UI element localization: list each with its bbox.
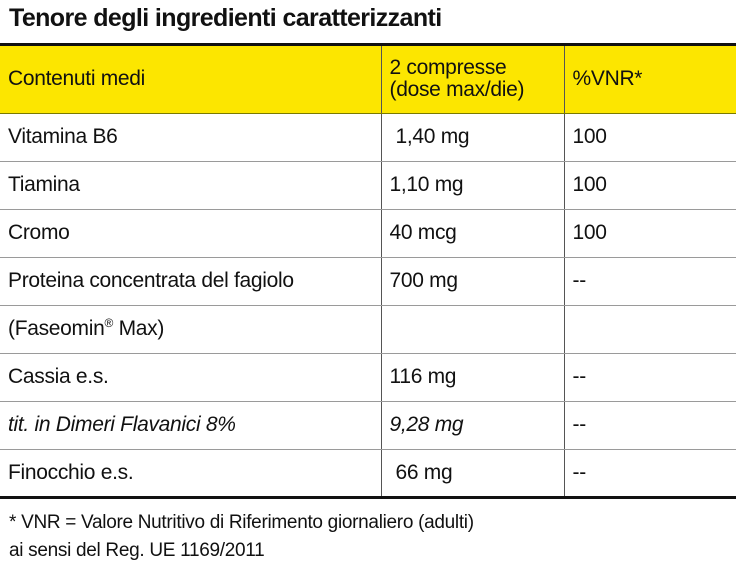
footnote-line2: ai sensi del Reg. UE 1169/2011 bbox=[9, 540, 265, 561]
row-vnr: -- bbox=[563, 353, 736, 402]
table-row: Cromo 40 mcg 100 bbox=[0, 209, 736, 258]
row-name: Vitamina B6 bbox=[0, 113, 381, 162]
table-header-row: Contenuti medi 2 compresse (dose max/die… bbox=[0, 46, 736, 114]
table-title: Tenore degli ingredienti caratterizzanti bbox=[9, 4, 442, 32]
table-row: Finocchio e.s. 66 mg -- bbox=[0, 449, 736, 499]
row-amount: 700 mg bbox=[380, 257, 564, 306]
top-rule bbox=[0, 43, 736, 46]
row-name: Finocchio e.s. bbox=[0, 449, 381, 499]
row-name-prefix: (Faseomin bbox=[8, 317, 105, 340]
row-name: tit. in Dimeri Flavanici 8% bbox=[0, 401, 381, 450]
row-name-suffix: Max) bbox=[113, 317, 165, 340]
header-contents: Contenuti medi bbox=[0, 46, 381, 114]
row-name: Proteina concentrata del fagiolo bbox=[0, 257, 381, 306]
ingredients-table: Contenuti medi 2 compresse (dose max/die… bbox=[0, 46, 736, 499]
row-vnr: 100 bbox=[563, 209, 736, 258]
row-amount: 9,28 mg bbox=[380, 401, 564, 450]
header-dose-line1: 2 compresse bbox=[389, 56, 507, 80]
table-row: (Faseomin® Max) bbox=[0, 305, 736, 354]
row-name: (Faseomin® Max) bbox=[0, 305, 381, 354]
header-dose-line2: (dose max/die) bbox=[389, 78, 525, 102]
table-row: Proteina concentrata del fagiolo 700 mg … bbox=[0, 257, 736, 306]
table-row: Tiamina 1,10 mg 100 bbox=[0, 161, 736, 210]
row-amount: 40 mcg bbox=[380, 209, 564, 258]
row-amount: 1,40 mg bbox=[380, 113, 564, 162]
header-vnr: %VNR* bbox=[563, 46, 736, 114]
row-vnr: -- bbox=[563, 257, 736, 306]
footnote: * VNR = Valore Nutritivo di Riferimento … bbox=[9, 509, 474, 565]
table-row: tit. in Dimeri Flavanici 8% 9,28 mg -- bbox=[0, 401, 736, 450]
row-vnr bbox=[563, 305, 736, 354]
header-dose: 2 compresse (dose max/die) bbox=[380, 46, 564, 114]
footnote-line1: * VNR = Valore Nutritivo di Riferimento … bbox=[9, 512, 474, 533]
row-vnr: -- bbox=[563, 449, 736, 499]
table-row: Vitamina B6 1,40 mg 100 bbox=[0, 113, 736, 162]
row-amount bbox=[380, 305, 564, 354]
row-amount: 1,10 mg bbox=[380, 161, 564, 210]
row-vnr: 100 bbox=[563, 161, 736, 210]
row-vnr: -- bbox=[563, 401, 736, 450]
row-vnr: 100 bbox=[563, 113, 736, 162]
row-name: Cromo bbox=[0, 209, 381, 258]
row-name: Tiamina bbox=[0, 161, 381, 210]
table-row: Cassia e.s. 116 mg -- bbox=[0, 353, 736, 402]
row-name: Cassia e.s. bbox=[0, 353, 381, 402]
row-amount: 116 mg bbox=[380, 353, 564, 402]
row-amount: 66 mg bbox=[380, 449, 564, 499]
registered-mark: ® bbox=[104, 316, 114, 330]
